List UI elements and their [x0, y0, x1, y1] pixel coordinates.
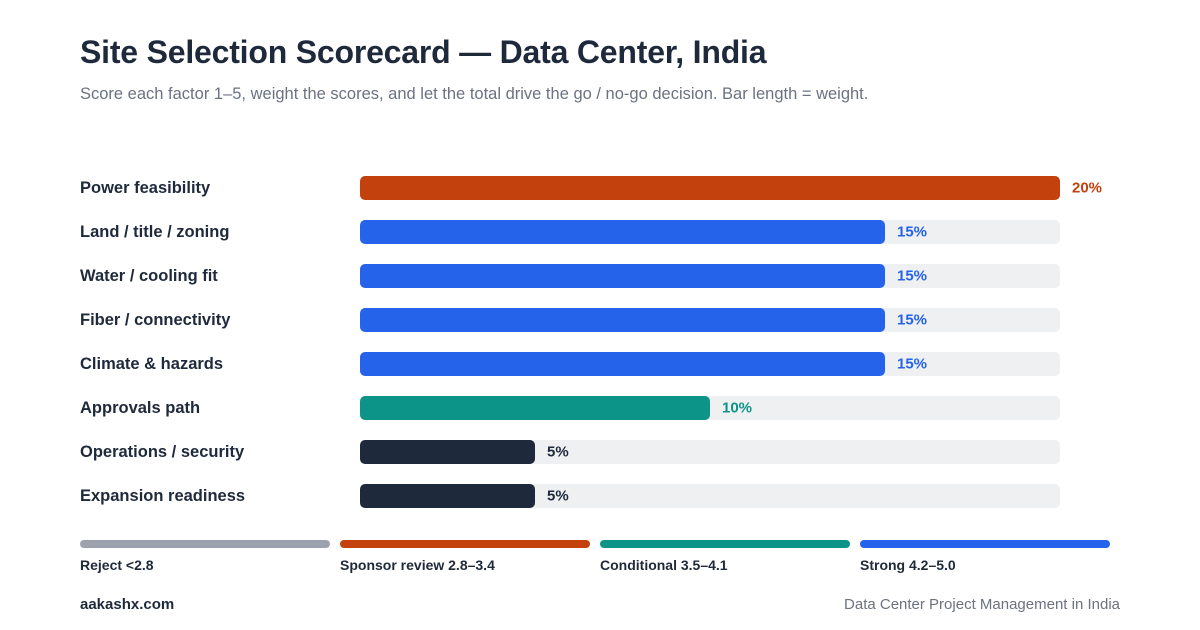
legend-label-strong: Strong 4.2–5.0 — [860, 557, 956, 573]
value-label-climate-hazards: 15% — [897, 356, 927, 373]
category-label-water-cooling-fit: Water / cooling fit — [80, 267, 218, 285]
bar-approvals-path — [360, 396, 710, 420]
category-label-power-feasibility: Power feasibility — [80, 179, 211, 197]
value-label-water-cooling-fit: 15% — [897, 268, 927, 285]
category-label-operations-security: Operations / security — [80, 443, 245, 461]
legend-swatch-sponsor-review — [340, 540, 590, 548]
bar-water-cooling-fit — [360, 264, 885, 288]
bar-fiber-connectivity — [360, 308, 885, 332]
page-title: Site Selection Scorecard — Data Center, … — [80, 34, 767, 70]
bar-operations-security — [360, 440, 535, 464]
category-label-climate-hazards: Climate & hazards — [80, 355, 223, 373]
value-label-approvals-path: 10% — [722, 400, 752, 417]
value-label-expansion-readiness: 5% — [547, 488, 569, 505]
footer-caption: Data Center Project Management in India — [844, 596, 1120, 613]
value-label-operations-security: 5% — [547, 444, 569, 461]
category-label-land-title-zoning: Land / title / zoning — [80, 223, 229, 241]
legend-swatch-reject — [80, 540, 330, 548]
category-label-expansion-readiness: Expansion readiness — [80, 487, 245, 505]
legend-label-sponsor-review: Sponsor review 2.8–3.4 — [340, 557, 495, 573]
bar-climate-hazards — [360, 352, 885, 376]
legend-swatch-conditional — [600, 540, 850, 548]
bar-land-title-zoning — [360, 220, 885, 244]
value-label-fiber-connectivity: 15% — [897, 312, 927, 329]
value-label-power-feasibility: 20% — [1072, 180, 1102, 197]
legend-label-reject: Reject <2.8 — [80, 557, 154, 573]
bar-power-feasibility — [360, 176, 1060, 200]
category-label-approvals-path: Approvals path — [80, 399, 200, 417]
footer-site[interactable]: aakashx.com — [80, 596, 175, 613]
legend-label-conditional: Conditional 3.5–4.1 — [600, 557, 728, 573]
bar-expansion-readiness — [360, 484, 535, 508]
category-label-fiber-connectivity: Fiber / connectivity — [80, 311, 231, 329]
value-label-land-title-zoning: 15% — [897, 224, 927, 241]
legend-swatch-strong — [860, 540, 1110, 548]
page-subtitle: Score each factor 1–5, weight the scores… — [80, 85, 869, 103]
